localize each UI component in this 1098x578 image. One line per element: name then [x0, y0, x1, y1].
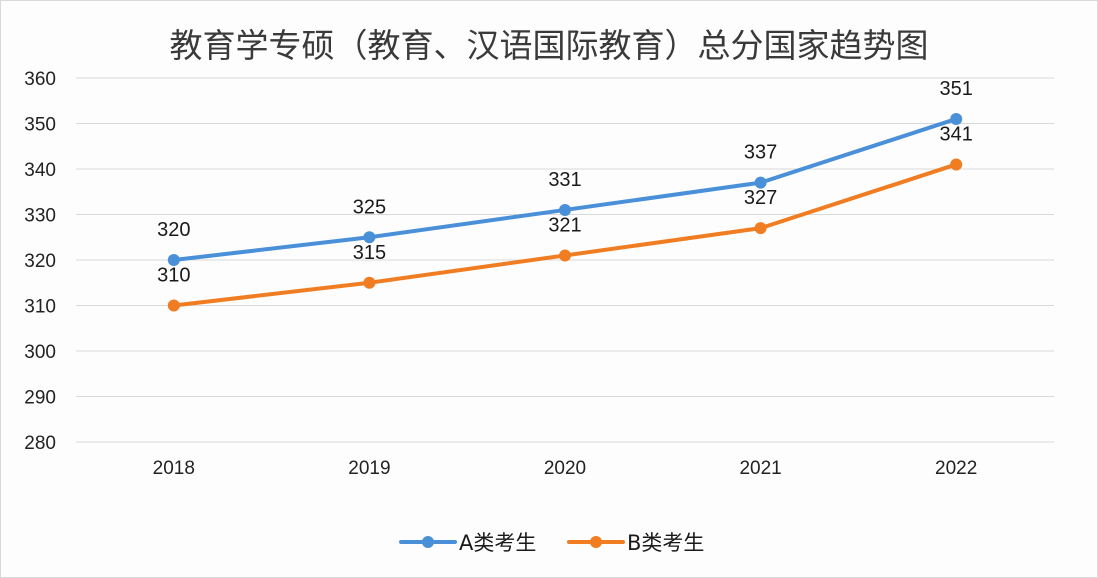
- legend-marker-b: [590, 536, 602, 548]
- data-point-b: [559, 249, 571, 262]
- y-tick-label: 310: [24, 297, 56, 318]
- series-points: [167, 112, 963, 312]
- y-tick-label: 360: [24, 69, 56, 90]
- data-point-b: [363, 276, 376, 289]
- x-tick-label: 2022: [935, 458, 977, 479]
- y-tick-label: 340: [24, 160, 56, 181]
- data-point-a: [754, 176, 767, 189]
- legend: A类考生 B类考生: [399, 531, 704, 555]
- y-tick-label: 350: [24, 115, 56, 136]
- x-axis-ticks: 2018 2019 2020 2021 2022: [153, 458, 978, 479]
- legend-marker-a: [422, 536, 434, 548]
- y-tick-label: 330: [24, 206, 56, 227]
- y-tick-label: 290: [24, 388, 56, 409]
- data-point-b: [167, 299, 180, 312]
- data-label-a: 331: [548, 169, 581, 191]
- data-label-b: 310: [157, 265, 190, 287]
- data-label-b: 327: [744, 187, 777, 209]
- data-label-a: 320: [157, 219, 190, 241]
- x-tick-label: 2020: [544, 458, 586, 479]
- data-point-a: [559, 203, 571, 216]
- x-tick-label: 2018: [153, 458, 195, 479]
- data-point-a: [363, 231, 376, 244]
- data-labels: 320 325 331 337 351 310 315 321 327 341: [157, 78, 973, 287]
- legend-label-a: A类考生: [459, 531, 536, 555]
- chart-title: 教育学专硕（教育、汉语国际教育）总分国家趋势图: [170, 26, 929, 65]
- y-tick-label: 300: [24, 342, 56, 363]
- y-tick-label: 280: [24, 433, 56, 454]
- data-label-a: 337: [744, 142, 777, 164]
- data-point-a: [167, 254, 180, 266]
- data-label-a: 351: [940, 78, 973, 100]
- y-tick-label: 320: [24, 251, 56, 272]
- x-tick-label: 2019: [348, 458, 390, 479]
- data-label-b: 341: [940, 123, 973, 145]
- data-label-b: 321: [548, 214, 581, 236]
- data-point-b: [754, 222, 767, 235]
- x-tick-label: 2021: [739, 458, 781, 479]
- data-point-a: [950, 112, 963, 125]
- data-point-b: [950, 158, 963, 171]
- y-axis-ticks: 360 350 340 330 320 310 300 290 280: [24, 69, 56, 454]
- data-label-a: 325: [353, 196, 386, 218]
- legend-label-b: B类考生: [627, 531, 704, 555]
- data-label-b: 315: [353, 242, 386, 264]
